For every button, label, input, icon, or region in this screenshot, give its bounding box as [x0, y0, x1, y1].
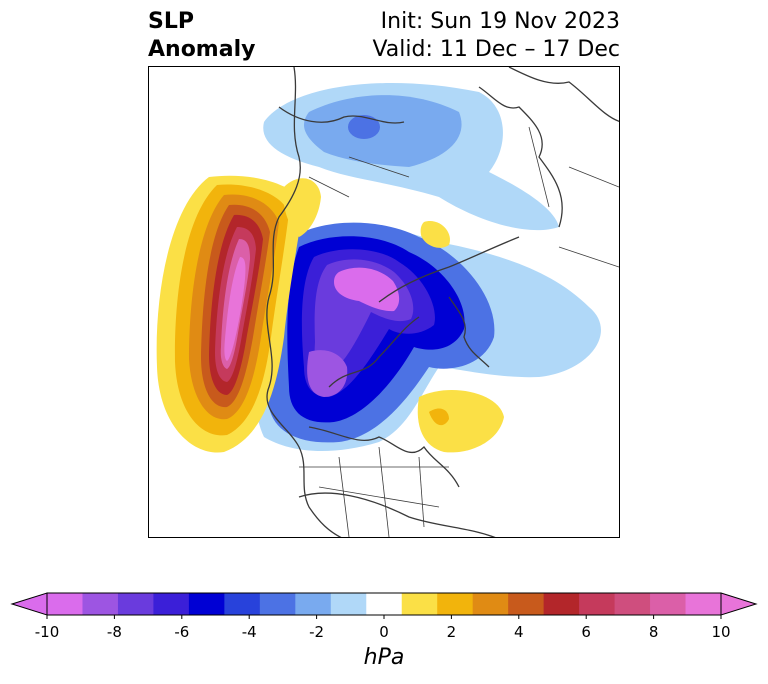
colorbar-tick-label: -8 — [106, 623, 122, 641]
colorbar-cells — [47, 593, 722, 615]
map-panel — [148, 66, 620, 538]
colorbar-cell — [153, 593, 190, 615]
chart-title: SLP Anomaly — [148, 8, 255, 64]
colorbar-cell — [685, 593, 722, 615]
coastlines — [266, 67, 619, 537]
colorbar-cell — [224, 593, 261, 615]
colorbar-tick-label: -10 — [34, 623, 60, 641]
atlantic-positive-anomaly — [417, 389, 504, 453]
colorbar-cell — [82, 593, 119, 615]
colorbar-cell — [650, 593, 687, 615]
colorbar-cell — [508, 593, 545, 615]
colorbar-cell — [259, 593, 296, 615]
colorbar-ticks — [46, 615, 722, 619]
colorbar-cell — [579, 593, 616, 615]
colorbar-cell — [366, 593, 403, 615]
colorbar-cell — [295, 593, 332, 615]
colorbar-tick-label: 4 — [514, 623, 524, 641]
colorbar-tick-label: 2 — [446, 623, 457, 641]
arctic-negative-anomaly — [263, 222, 495, 443]
colorbar-cell — [472, 593, 509, 615]
colorbar-unit-label: hPa — [363, 645, 405, 670]
colorbar-tick-label: -4 — [241, 623, 257, 641]
anomaly-map — [156, 67, 619, 537]
colorbar-cell — [188, 593, 225, 615]
colorbar-min-extension — [10, 592, 48, 616]
europe-positive-anomaly — [283, 178, 450, 248]
title-line-1: SLP — [148, 9, 194, 34]
country-borders — [299, 126, 619, 537]
valid-range: Valid: 11 Dec – 17 Dec — [372, 37, 620, 62]
colorbar-tick-label: -2 — [309, 623, 325, 641]
colorbar-cell — [437, 593, 474, 615]
colorbar-cell — [47, 593, 83, 615]
colorbar-tick-label: 10 — [711, 623, 731, 641]
colorbar-max-extension — [720, 592, 758, 616]
pacific-positive-anomaly — [156, 175, 304, 453]
colorbar-cell — [330, 593, 367, 615]
colorbar-tick-label: -6 — [174, 623, 190, 641]
init-date: Init: Sun 19 Nov 2023 — [380, 9, 620, 34]
colorbar-cell — [401, 593, 438, 615]
colorbar-tick-label: 6 — [581, 623, 591, 641]
colorbar-cell — [117, 593, 154, 615]
colorbar — [10, 592, 758, 619]
colorbar-tick-label: 0 — [379, 623, 389, 641]
colorbar-tick-label: 8 — [648, 623, 659, 641]
date-info: Init: Sun 19 Nov 2023 Valid: 11 Dec – 17… — [372, 8, 620, 64]
colorbar-cell — [614, 593, 651, 615]
colorbar-cell — [543, 593, 580, 615]
title-line-2: Anomaly — [148, 37, 256, 62]
